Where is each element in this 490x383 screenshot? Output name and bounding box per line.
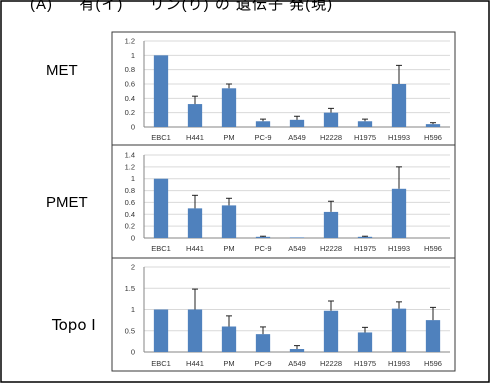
bar [255,236,271,238]
x-tick-label: PM [223,133,234,142]
bar [323,211,339,238]
bar [323,310,339,352]
bar [255,121,271,127]
x-tick-label: H596 [424,244,442,253]
y-tick-label: 0.6 [125,80,135,89]
bar [255,334,271,352]
bar [221,326,237,352]
x-tick-label: H441 [186,359,204,368]
x-tick-label: PC-9 [254,133,271,142]
bar [289,349,305,352]
row-label-pmet: PMET [46,194,88,211]
x-tick-label: H1975 [354,133,376,142]
x-tick-label: PC-9 [254,359,271,368]
bar [187,104,203,127]
y-tick-label: 1.2 [125,162,135,171]
met-bar-chart: 0 0.2 0.4 0.6 0.8 1 1.2 EBC1 H441 PM PC-9 A549 H2228… [125,37,450,142]
bar [391,84,407,127]
y-tick-label: 1 [131,305,135,314]
x-tick-label: PM [223,244,234,253]
x-tick-label: A549 [288,359,306,368]
y-tick-label: 0.2 [125,222,135,231]
x-tick-label: H1993 [388,359,410,368]
y-tick-label: 0.2 [125,108,135,117]
y-tick-label: 0.4 [125,94,135,103]
charts-panel-border [111,31,456,372]
bar [221,88,237,127]
y-tick-label: 0.4 [125,210,135,219]
y-tick-label: 2 [131,263,135,272]
bar [357,236,373,238]
y-tick-label: 0 [131,123,135,132]
x-tick-label: H596 [424,133,442,142]
x-tick-label: EBC1 [151,244,171,253]
x-tick-label: H2228 [320,244,342,253]
x-tick-label: H1993 [388,133,410,142]
bar [391,308,407,352]
y-tick-label: 0.8 [125,65,135,74]
x-tick-label: H1975 [354,244,376,253]
y-tick-label: 1.5 [125,284,135,293]
bar [289,237,305,238]
y-tick-label: 1.4 [125,151,135,160]
y-tick-label: 1 [131,174,135,183]
y-tick-label: 0 [131,234,135,243]
bar [187,208,203,238]
x-tick-label: PM [223,359,234,368]
bar [357,332,373,352]
x-tick-label: H1993 [388,244,410,253]
bar [187,309,203,352]
y-tick-label: 0 [131,348,135,357]
x-tick-label: H1975 [354,359,376,368]
y-tick-label: 0.6 [125,198,135,207]
page-top-text: (A) 有(イ) リン(り) の 遺伝子 発(現) [30,0,334,13]
bar [153,309,169,352]
y-tick-label: 0.5 [125,326,135,335]
x-tick-label: A549 [288,244,306,253]
y-tick-label: 1 [131,51,135,60]
x-tick-label: H441 [186,244,204,253]
y-tick-label: 1.2 [125,37,135,46]
row-label-topo: Topo I [52,316,96,334]
topo-bar-chart: 0 0.5 1 1.5 2 EBC1 H441 PM PC-9 A549 H2228 H1975 H19… [125,263,450,368]
bar [153,178,169,238]
bar [153,55,169,128]
bar [391,188,407,238]
y-tick-label: 0.8 [125,186,135,195]
x-tick-label: H596 [424,359,442,368]
bar [357,121,373,127]
row-label-met: MET [46,62,78,79]
x-tick-label: H2228 [320,359,342,368]
bar [221,205,237,238]
bar [425,320,441,352]
pmet-bar-chart: 0 0.2 0.4 0.6 0.8 1 1.2 1.4 EBC1 H441 PM PC-9 A549 H2… [125,151,450,253]
x-tick-label: EBC1 [151,359,171,368]
x-tick-label: EBC1 [151,133,171,142]
x-tick-label: H2228 [320,133,342,142]
x-tick-label: H441 [186,133,204,142]
x-tick-label: PC-9 [254,244,271,253]
bar [289,119,305,127]
x-tick-label: A549 [288,133,306,142]
bar [425,124,441,127]
bar [323,112,339,127]
